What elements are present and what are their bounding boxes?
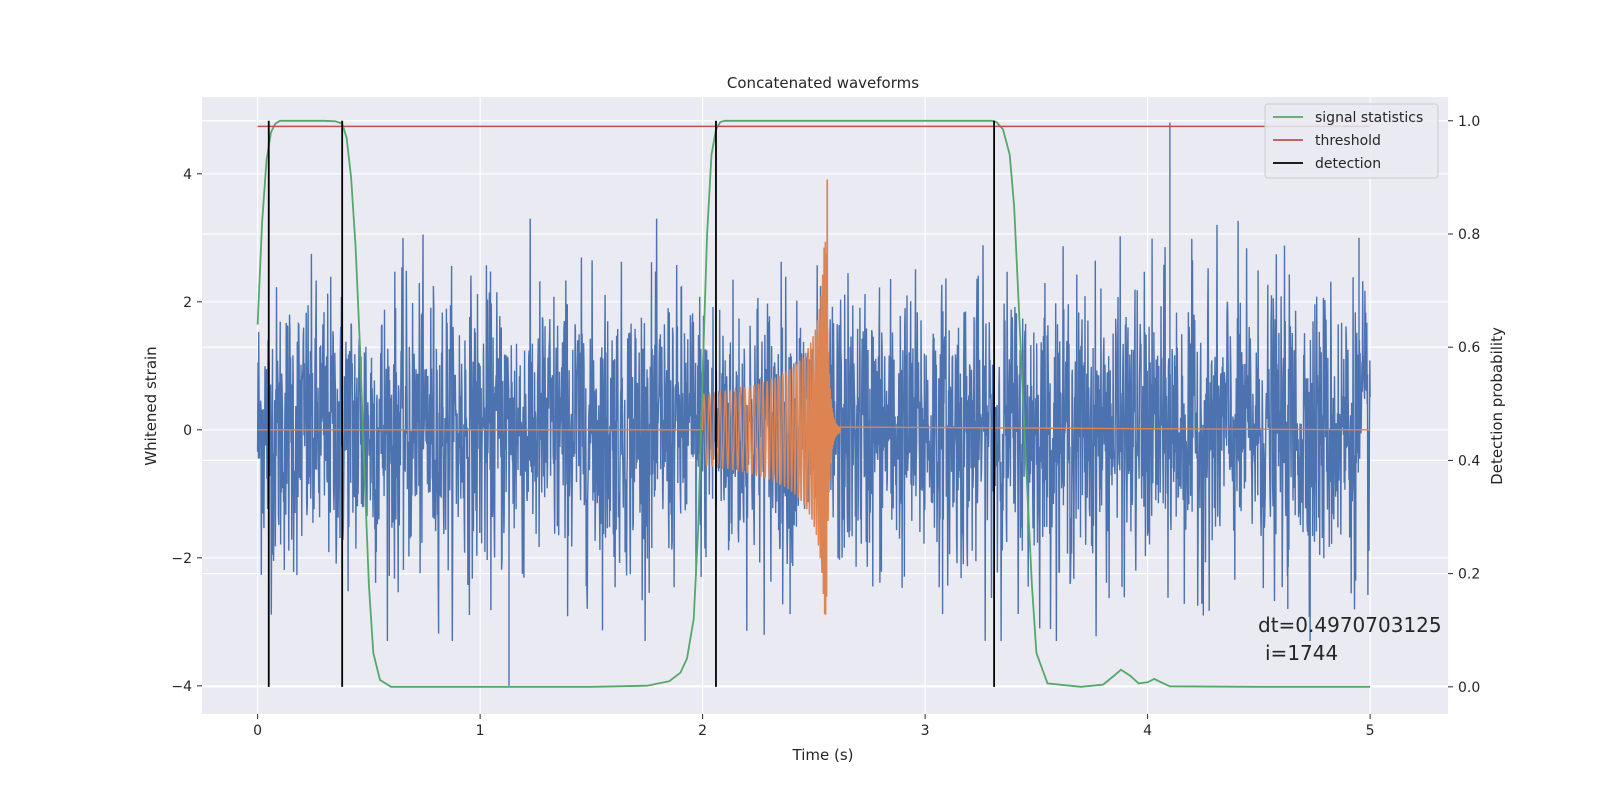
y-tick-label: 4 <box>183 167 192 183</box>
legend-label-threshold: threshold <box>1315 133 1381 149</box>
legend: signal statistics threshold detection <box>1264 103 1439 179</box>
x-tick-label: 2 <box>698 723 707 739</box>
x-tick-label: 0 <box>253 723 262 739</box>
chirp-series <box>257 179 1371 615</box>
y2-axis-label: Detection probability <box>1488 327 1506 485</box>
chirp-trace <box>257 179 1371 615</box>
annotation-index: i=1744 <box>1265 641 1338 665</box>
legend-label-signal-statistics: signal statistics <box>1315 110 1423 126</box>
legend-label-detection: detection <box>1315 156 1381 172</box>
x-tick-label: 5 <box>1366 723 1375 739</box>
signal-statistics-series <box>256 119 1371 688</box>
y-axis-label: Whitened strain <box>142 346 160 465</box>
y2-tick-label: 0.2 <box>1458 567 1480 583</box>
annotation-dt: dt=0.4970703125 <box>1258 613 1442 637</box>
detection-lines <box>267 120 995 687</box>
y-tick-label: 0 <box>183 423 192 439</box>
y2-tick-label: 0.4 <box>1458 453 1480 469</box>
y2-tick-label: 0.0 <box>1458 680 1480 696</box>
y2-tick-label: 0.6 <box>1458 340 1480 356</box>
y-tick-label: −4 <box>171 679 192 695</box>
y2-axis-ticks: 0.0 0.2 0.4 0.6 0.8 1.0 <box>1448 114 1480 696</box>
x-axis-label: Time (s) <box>792 746 854 764</box>
x-axis-ticks: 0 1 2 3 4 5 <box>253 714 1375 739</box>
x-tick-label: 3 <box>921 723 930 739</box>
x-tick-label: 4 <box>1143 723 1152 739</box>
y2-tick-label: 0.8 <box>1458 227 1480 243</box>
x-tick-label: 1 <box>476 723 485 739</box>
y-axis-ticks: −4 −2 0 2 4 <box>171 167 202 695</box>
chart-title: Concatenated waveforms <box>727 74 919 92</box>
y-tick-label: −2 <box>171 551 192 567</box>
y-tick-label: 2 <box>183 295 192 311</box>
signal-statistics-line <box>256 119 1371 688</box>
legend-box <box>1264 103 1439 179</box>
y2-tick-label: 1.0 <box>1458 114 1480 130</box>
